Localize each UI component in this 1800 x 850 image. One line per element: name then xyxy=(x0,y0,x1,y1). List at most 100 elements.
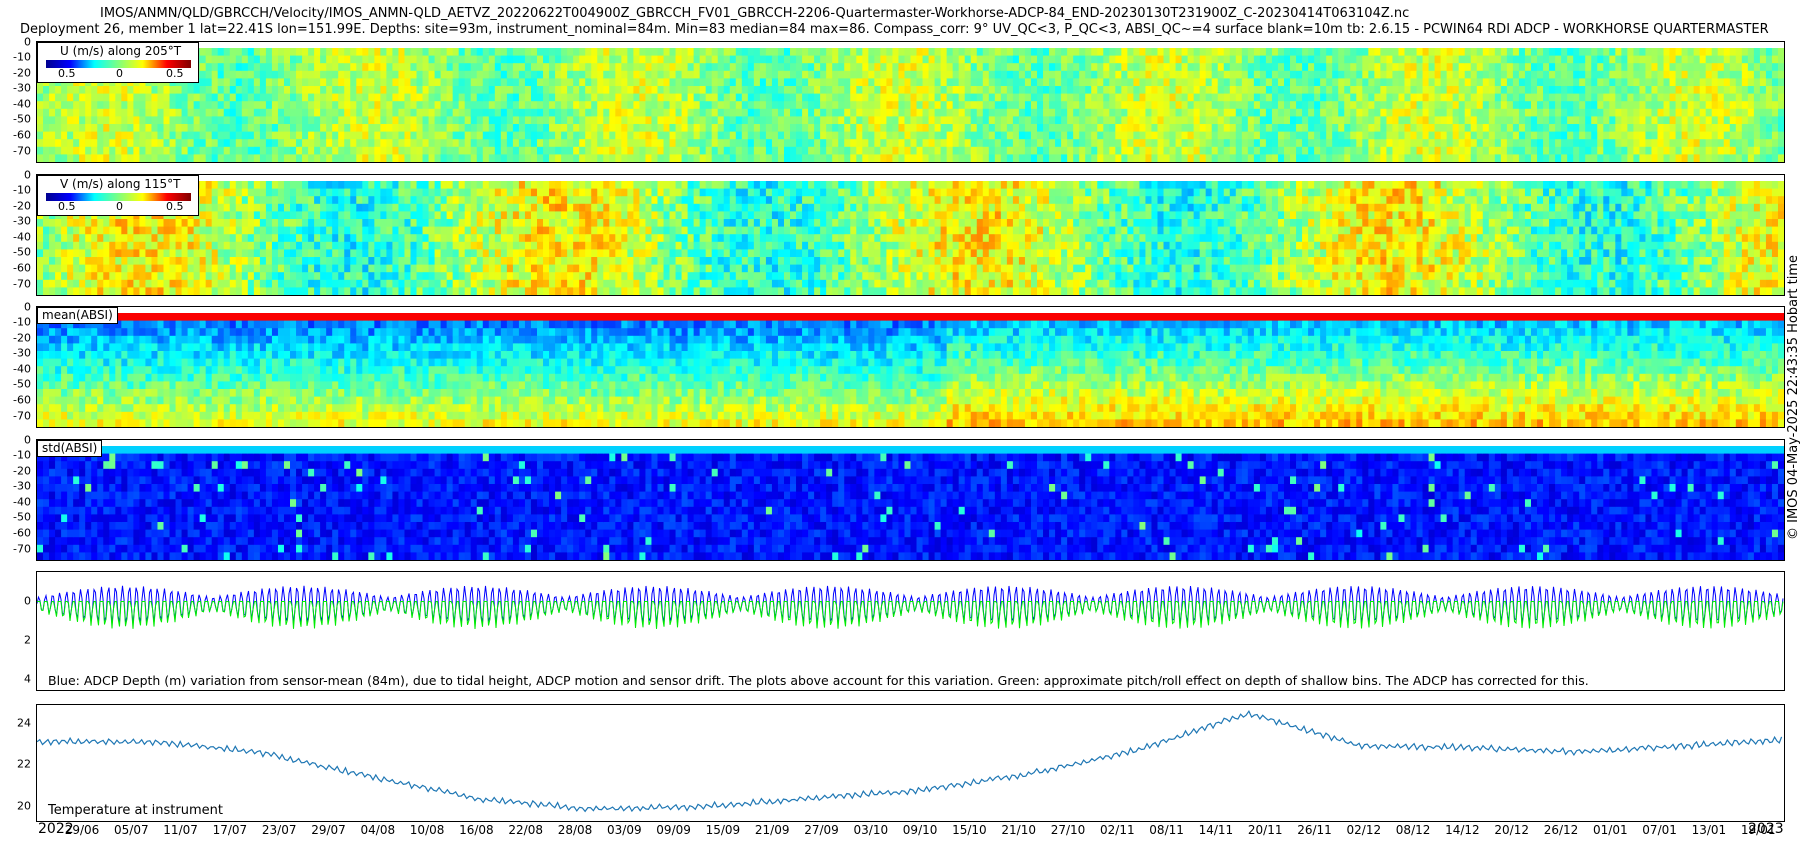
u-velocity-cell xyxy=(1030,78,1038,87)
u-velocity-cell xyxy=(693,116,701,125)
u-velocity-cell xyxy=(109,116,116,125)
u-velocity-cell xyxy=(338,116,345,125)
u-velocity-cell xyxy=(1723,146,1731,155)
u-velocity-cell xyxy=(1603,154,1610,162)
v-velocity-cell xyxy=(181,264,189,273)
u-velocity-cell xyxy=(229,146,237,155)
u-velocity-cell xyxy=(470,86,478,95)
u-velocity-cell xyxy=(229,70,237,79)
u-velocity-cell xyxy=(1151,70,1159,79)
u-velocity-cell xyxy=(946,55,954,64)
u-velocity-cell xyxy=(561,139,568,148)
u-velocity-cell xyxy=(1314,146,1321,155)
u-velocity-cell xyxy=(1428,116,1436,125)
u-velocity-cell xyxy=(1121,139,1128,148)
u-velocity-cell xyxy=(958,86,966,95)
u-velocity-cell xyxy=(181,154,189,162)
v-velocity-cell xyxy=(235,196,243,205)
u-velocity-cell xyxy=(308,124,315,133)
u-velocity-cell xyxy=(1163,70,1171,79)
u-velocity-cell xyxy=(928,139,936,148)
u-velocity-cell xyxy=(494,63,502,72)
u-velocity-cell xyxy=(1157,78,1165,87)
u-velocity-cell xyxy=(1422,108,1430,117)
u-velocity-cell xyxy=(1368,146,1375,155)
u-velocity-cell xyxy=(1398,78,1406,87)
u-velocity-cell xyxy=(380,63,387,72)
u-velocity-cell xyxy=(699,131,707,140)
u-velocity-cell xyxy=(1139,55,1147,64)
u-velocity-cell xyxy=(1669,108,1677,117)
u-velocity-cell xyxy=(1247,131,1255,140)
u-velocity-cell xyxy=(265,63,273,72)
v-velocity-cell xyxy=(43,257,50,266)
v-velocity-cell xyxy=(247,226,255,235)
u-velocity-cell xyxy=(350,93,357,102)
u-velocity-cell xyxy=(856,48,863,57)
u-velocity-cell xyxy=(705,48,713,57)
u-velocity-cell xyxy=(603,78,610,87)
u-velocity-cell xyxy=(458,101,466,110)
u-velocity-cell xyxy=(1512,93,1520,102)
u-velocity-cell xyxy=(1603,124,1610,133)
u-velocity-cell xyxy=(1512,131,1520,140)
v-velocity-cell xyxy=(277,188,285,197)
u-velocity-cell xyxy=(103,154,110,162)
u-velocity-cell xyxy=(982,70,990,79)
u-velocity-cell xyxy=(151,154,159,162)
v-velocity-cell xyxy=(205,219,213,228)
v-velocity-cell xyxy=(91,287,98,295)
u-velocity-cell xyxy=(964,154,972,162)
v-velocity-cell xyxy=(187,241,195,250)
u-velocity-cell xyxy=(464,154,472,162)
u-velocity-cell xyxy=(1615,131,1622,140)
u-velocity-cell xyxy=(1217,146,1225,155)
u-velocity-cell xyxy=(344,146,351,155)
u-velocity-cell xyxy=(850,86,857,95)
u-velocity-cell xyxy=(1000,70,1008,79)
u-velocity-cell xyxy=(308,93,315,102)
u-velocity-cell xyxy=(826,131,833,140)
u-velocity-cell xyxy=(1777,55,1784,64)
u-velocity-cell xyxy=(404,86,412,95)
u-velocity-cell xyxy=(1482,93,1490,102)
u-velocity-cell xyxy=(344,154,351,162)
u-velocity-cell xyxy=(1464,48,1472,57)
v-velocity-cell xyxy=(193,272,201,281)
u-velocity-cell xyxy=(73,116,80,125)
u-velocity-cell xyxy=(1476,146,1484,155)
u-velocity-cell xyxy=(1018,124,1026,133)
u-velocity-cell xyxy=(651,70,659,79)
u-velocity-cell xyxy=(633,48,641,57)
u-velocity-cell xyxy=(765,108,773,117)
u-velocity-cell xyxy=(494,70,502,79)
u-velocity-cell xyxy=(868,70,875,79)
u-velocity-cell xyxy=(657,108,665,117)
u-velocity-cell xyxy=(506,116,514,125)
v-velocity-cell xyxy=(229,211,237,220)
u-velocity-cell xyxy=(711,93,719,102)
u-velocity-cell xyxy=(380,48,387,57)
u-velocity-cell xyxy=(1284,70,1291,79)
u-velocity-cell xyxy=(1006,139,1014,148)
u-velocity-cell xyxy=(916,154,924,162)
u-velocity-cell xyxy=(1247,86,1255,95)
u-velocity-cell xyxy=(1259,48,1267,57)
u-velocity-cell xyxy=(1139,93,1147,102)
u-velocity-cell xyxy=(916,86,924,95)
u-velocity-cell xyxy=(404,131,412,140)
u-velocity-cell xyxy=(1464,70,1472,79)
u-velocity-cell xyxy=(910,146,918,155)
u-velocity-cell xyxy=(1434,139,1442,148)
u-velocity-cell xyxy=(1561,48,1568,57)
u-velocity-cell xyxy=(175,146,183,155)
u-velocity-cell xyxy=(699,78,707,87)
u-velocity-cell xyxy=(783,139,791,148)
u-velocity-cell xyxy=(573,131,580,140)
u-velocity-cell xyxy=(856,63,863,72)
u-velocity-cell xyxy=(1428,86,1436,95)
u-velocity-cell xyxy=(609,146,616,155)
u-velocity-cell xyxy=(320,124,327,133)
u-velocity-cell xyxy=(1193,146,1201,155)
u-velocity-cell xyxy=(1735,154,1743,162)
